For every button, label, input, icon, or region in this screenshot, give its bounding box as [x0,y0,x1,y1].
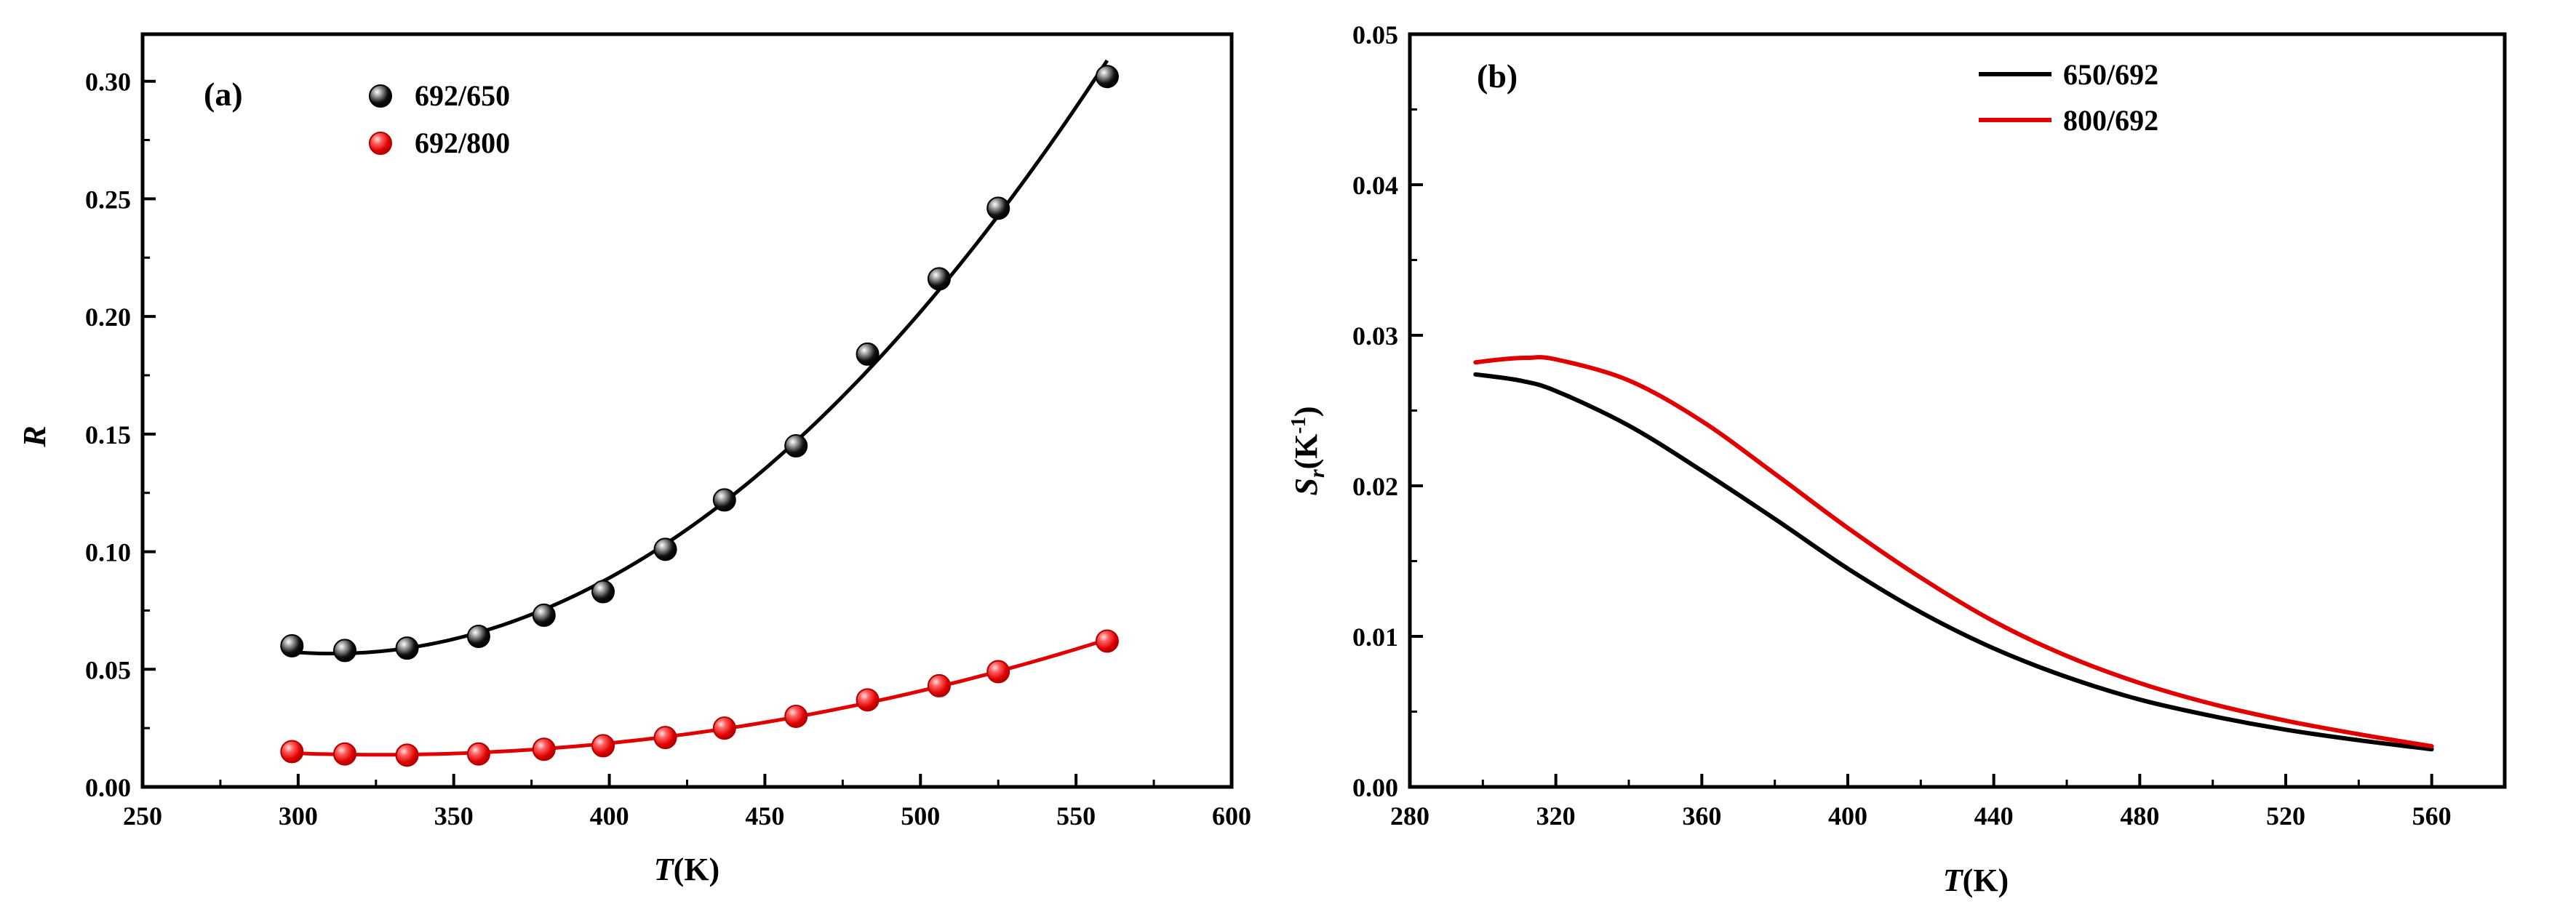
data-point-692-800-2 [395,743,419,767]
data-point-692-650-7 [712,488,736,512]
panel-b-x-axis-title: T(K) [1943,863,2009,898]
panel-b-lines [1473,355,2434,752]
panel-b-x-tick-label-280: 280 [1390,801,1429,831]
panel-b-x-tick-label-480: 480 [2120,801,2159,831]
panel-b-y-title-close: ) [1288,406,1324,417]
panel-a-x-tick-label-400: 400 [590,801,629,831]
data-point-692-650-0 [280,633,304,657]
data-point-692-650-3 [466,625,490,648]
data-point-692-800-3 [466,742,490,766]
panel-a-x-title-italic: T [654,852,675,887]
data-point-692-800-5 [591,734,615,758]
panel-b-tag: (b) [1477,57,1518,95]
legend-marker-692-650 [369,84,392,108]
data-point-692-800-6 [653,726,677,750]
data-point-692-650-12 [1095,65,1119,89]
panel-a-y-tick-label-0-05: 0.05 [85,655,131,684]
panel-a-y-axis-title: R [17,425,52,447]
panel-b-y-axis-title: Sr(K-1) [1288,406,1329,495]
panel-b-x-title-unit: (K) [1963,863,2009,898]
panel-b-x-tick-label-560: 560 [2412,801,2452,831]
data-point-692-800-10 [927,673,951,697]
panel-b-x-tick-label-520: 520 [2266,801,2305,831]
panel-b-y-title-main: S [1288,478,1324,495]
fit-curve-692-800 [292,637,1108,757]
panel-a-y-tick-label-0-25: 0.25 [85,185,131,214]
data-point-692-800-0 [280,740,304,764]
panel-a-x-tick-label-600: 600 [1212,801,1251,831]
panel-a-x-title-unit: (K) [674,852,720,887]
panel-b-x-tick-label-400: 400 [1828,801,1867,831]
data-point-692-800-1 [333,742,357,766]
data-point-692-800-11 [986,660,1010,684]
panel-b-y-title-sup: -1 [1288,417,1310,433]
data-point-692-800-4 [532,737,556,761]
legend-label-692-650: 692/650 [415,79,510,112]
panel-b-y-tick-label-0-00: 0.00 [1352,773,1398,802]
panel-a-x-axis-title: T(K) [654,852,719,887]
panel-b-y-tick-label-0-03: 0.03 [1352,321,1398,351]
panel-a-x-tick-label-500: 500 [901,801,940,831]
panel-a-fit-curves [292,59,1109,757]
panel-b-x-tick-label-440: 440 [1974,801,2014,831]
data-point-692-800-9 [856,688,880,712]
data-point-692-650-4 [532,603,556,627]
panel-b-y-tick-label-0-04: 0.04 [1352,171,1398,200]
series-line-800-692 [1473,355,2434,749]
panel-b-legend: 650/692 800/692 [1979,58,2158,137]
panel-a-x-tick-label-300: 300 [279,801,318,831]
panel-a-legend: 692/650 692/800 [369,79,510,159]
panel-b-x-tick-label-360: 360 [1682,801,1721,831]
panel-b-y-title-sub: r [1305,469,1329,478]
panel-a-y-tick-label-0-10: 0.10 [85,538,131,567]
panel-a-y-tick-label-0-20: 0.20 [85,303,131,332]
fit-curve-692-650 [292,59,1109,656]
data-point-692-650-9 [856,342,880,366]
data-point-692-650-1 [333,639,357,663]
panel-a-x-tick-label-550: 550 [1056,801,1096,831]
data-point-692-800-12 [1095,629,1119,653]
panel-a-ticks: 250 300 350 400 450 500 550 600 0.00 0.05 0.10 0.15… [85,68,1251,831]
legend-label-650-692: 650/692 [2063,58,2158,91]
data-point-692-650-2 [395,636,419,660]
panel-a-y-tick-label-0-15: 0.15 [85,420,131,449]
panel-a-x-tick-label-350: 350 [434,801,474,831]
panel-a: 250 300 350 400 450 500 550 600 0.00 0.05 0.10 0.15… [17,32,1251,887]
panel-b-x-title-italic: T [1943,863,1964,898]
panel-b-y-tick-label-0-05: 0.05 [1352,20,1398,49]
panel-b-y-tick-label-0-02: 0.02 [1352,472,1398,501]
panel-a-y-tick-label-0-30: 0.30 [85,68,131,97]
panel-b-ticks: 280 320 360 400 440 480 520 560 0.00 0.01 0.02 0.03… [1352,20,2452,831]
data-point-692-650-5 [591,580,615,604]
panel-a-data-points [280,65,1119,767]
panel-b-y-tick-label-0-01: 0.01 [1352,623,1398,652]
data-point-692-800-8 [784,704,808,728]
panel-b-x-tick-label-320: 320 [1536,801,1576,831]
panel-b: 280 320 360 400 440 480 520 560 0.00 0.01 0.02 0.03… [1288,20,2507,898]
data-point-692-650-8 [784,434,808,458]
data-point-692-650-11 [986,196,1010,220]
data-point-692-650-10 [927,267,951,291]
panel-a-y-tick-label-0-00: 0.00 [85,773,131,802]
data-point-692-800-7 [712,716,736,740]
legend-marker-692-800 [369,132,392,155]
panel-a-tag: (a) [204,76,243,113]
series-line-650-692 [1473,372,2434,752]
legend-label-800-692: 800/692 [2063,104,2158,137]
panel-a-x-tick-label-250: 250 [123,801,162,831]
panel-b-y-title-unit: (K [1288,433,1324,469]
data-point-692-650-6 [653,537,677,561]
legend-label-692-800: 692/800 [415,127,510,159]
panel-a-x-tick-label-450: 450 [745,801,784,831]
